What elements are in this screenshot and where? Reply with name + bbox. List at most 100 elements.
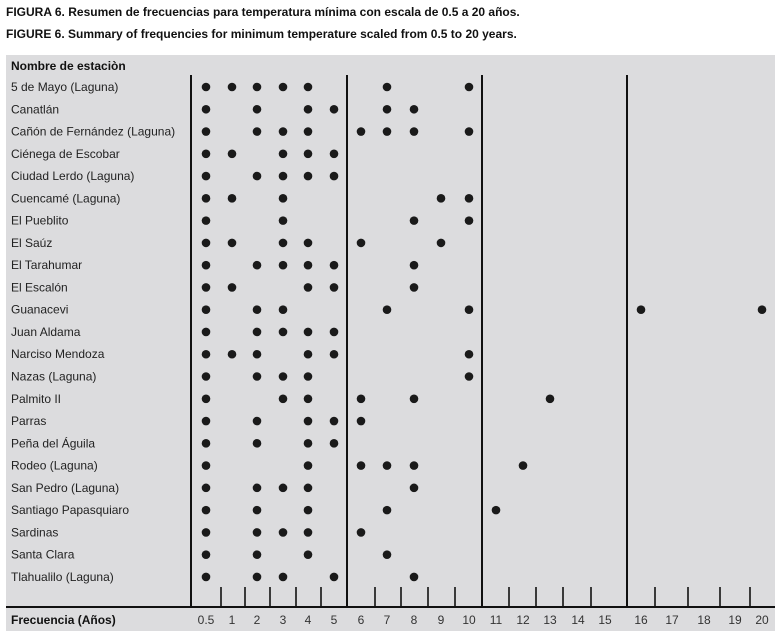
data-dot [278,216,288,225]
data-dot [464,216,474,225]
station-name: El Tarahumar [11,258,82,272]
data-dot [201,461,211,470]
station-name: Cuencamé (Laguna) [11,191,120,205]
data-dot [382,550,392,559]
data-dot [201,238,211,248]
data-dot [201,216,211,225]
data-dot [329,104,339,114]
x-tick-label: 17 [665,613,679,627]
x-tick-label: 3 [280,613,287,627]
data-dot [464,82,474,92]
data-dot [303,372,313,381]
data-dot [303,127,313,136]
data-dot [201,528,211,537]
data-dot [356,528,366,537]
data-dot [201,149,211,159]
x-tick-label: 4 [305,613,312,627]
data-dot [329,416,339,426]
data-dot [252,349,262,359]
data-dot [201,82,211,92]
data-dot [303,327,313,337]
data-dot [227,82,237,92]
data-dot [409,483,419,493]
data-dot [303,149,313,159]
data-dot [201,305,211,315]
x-tick-label: 12 [516,613,530,627]
data-dot [303,416,313,426]
data-dot [303,483,313,493]
data-dot [278,149,288,159]
data-dot [545,394,555,404]
station-name: Peña del Águila [11,435,95,450]
data-dot [252,127,262,136]
data-dot [329,149,339,159]
station-name: Sardinas [11,525,58,539]
data-dot [252,372,262,381]
data-dot [303,461,313,470]
station-name: 5 de Mayo (Laguna) [11,80,118,94]
data-dot [201,283,211,292]
data-dot [382,82,392,92]
data-dot [356,238,366,248]
data-dot [303,349,313,359]
data-dot [252,260,262,270]
data-dot [303,260,313,270]
x-tick-label: 13 [543,613,557,627]
data-dot [252,528,262,537]
data-dot [201,372,211,381]
station-name: El Escalón [11,280,68,294]
caption-spanish: FIGURA 6. Resumen de frecuencias para te… [6,5,520,19]
data-dot [329,283,339,292]
data-dot [278,372,288,381]
data-dot [757,305,767,315]
x-tick-label: 1 [229,613,236,627]
data-dot [356,127,366,136]
data-dot [329,439,339,448]
row-header: Nombre de estaciòn [11,59,126,73]
data-dot [201,127,211,136]
data-dot [278,260,288,270]
data-dot [278,528,288,537]
station-name: Narciso Mendoza [11,347,105,361]
station-name: Cañón de Fernández (Laguna) [11,125,175,139]
data-dot [252,572,262,582]
data-dot [329,171,339,181]
data-dot [227,149,237,159]
station-name: Canatlán [11,102,59,116]
data-dot [278,82,288,92]
data-dot [201,416,211,426]
station-name: Palmito II [11,392,61,406]
data-dot [252,171,262,181]
data-dot [436,238,446,248]
station-name: Guanacevi [11,303,68,317]
data-dot [409,572,419,582]
data-dot [382,461,392,470]
data-dot [303,283,313,292]
data-dot [303,439,313,448]
x-tick-label: 2 [254,613,261,627]
data-dot [409,216,419,225]
data-dot [464,372,474,381]
data-dot [356,394,366,404]
data-dot [464,194,474,203]
station-name: Rodeo (Laguna) [11,459,98,473]
station-name: San Pedro (Laguna) [11,481,119,495]
data-dot [252,439,262,448]
data-dot [409,283,419,292]
x-tick-label: 10 [462,613,476,627]
data-dot [356,461,366,470]
data-dot [201,104,211,114]
data-dot [464,349,474,359]
data-dot [201,572,211,582]
data-dot [227,283,237,292]
data-dot [382,305,392,315]
data-dot [278,238,288,248]
x-tick-label: 14 [571,613,585,627]
station-name: Parras [11,414,46,428]
station-name: El Pueblito [11,214,69,228]
data-dot [303,505,313,515]
data-dot [201,349,211,359]
data-dot [409,394,419,404]
data-dot [252,305,262,315]
